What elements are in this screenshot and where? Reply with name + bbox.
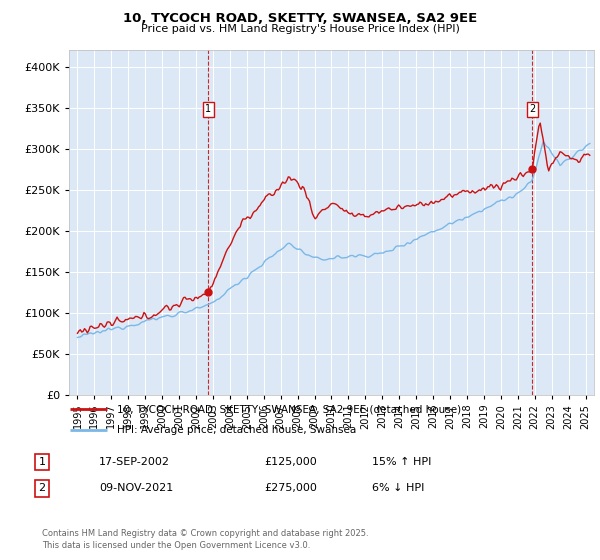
- Text: 1: 1: [38, 457, 46, 467]
- Text: 15% ↑ HPI: 15% ↑ HPI: [372, 457, 431, 467]
- Text: £275,000: £275,000: [264, 483, 317, 493]
- Text: 09-NOV-2021: 09-NOV-2021: [99, 483, 173, 493]
- Text: £125,000: £125,000: [264, 457, 317, 467]
- Text: Contains HM Land Registry data © Crown copyright and database right 2025.
This d: Contains HM Land Registry data © Crown c…: [42, 529, 368, 550]
- Text: 1: 1: [205, 105, 211, 114]
- Text: 17-SEP-2002: 17-SEP-2002: [99, 457, 170, 467]
- Text: 2: 2: [38, 483, 46, 493]
- Text: 6% ↓ HPI: 6% ↓ HPI: [372, 483, 424, 493]
- Text: 10, TYCOCH ROAD, SKETTY, SWANSEA, SA2 9EE (detached house): 10, TYCOCH ROAD, SKETTY, SWANSEA, SA2 9E…: [118, 404, 461, 414]
- Text: 2: 2: [529, 105, 535, 114]
- Text: 10, TYCOCH ROAD, SKETTY, SWANSEA, SA2 9EE: 10, TYCOCH ROAD, SKETTY, SWANSEA, SA2 9E…: [123, 12, 477, 25]
- Text: HPI: Average price, detached house, Swansea: HPI: Average price, detached house, Swan…: [118, 426, 356, 435]
- Text: Price paid vs. HM Land Registry's House Price Index (HPI): Price paid vs. HM Land Registry's House …: [140, 24, 460, 34]
